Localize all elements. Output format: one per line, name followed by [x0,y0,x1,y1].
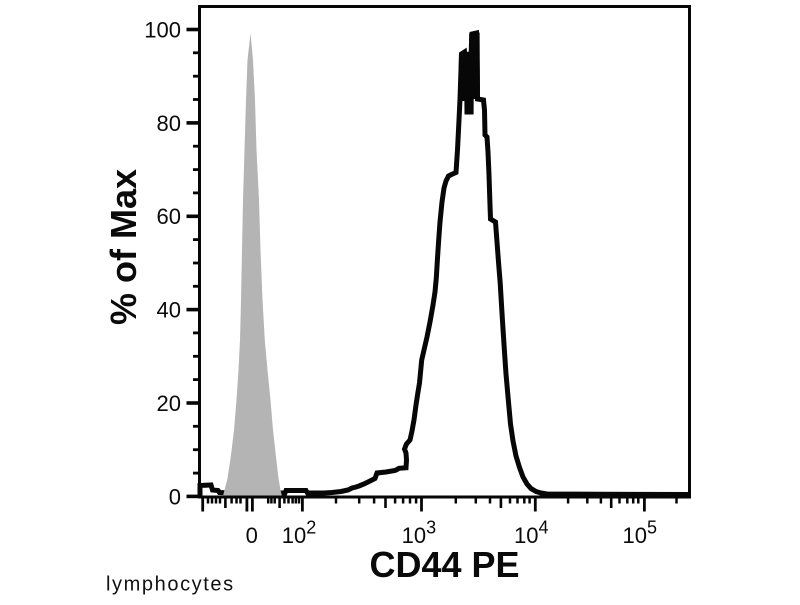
svg-text:CD44 PE: CD44 PE [369,544,519,585]
svg-text:20: 20 [157,391,181,416]
svg-text:lymphocytes: lymphocytes [106,574,235,596]
svg-text:60: 60 [157,204,181,229]
svg-text:0: 0 [246,523,258,548]
svg-text:100: 100 [144,17,181,42]
svg-text:0: 0 [169,484,181,509]
svg-text:40: 40 [157,298,181,323]
svg-text:80: 80 [157,111,181,136]
svg-text:% of Max: % of Max [103,169,144,325]
